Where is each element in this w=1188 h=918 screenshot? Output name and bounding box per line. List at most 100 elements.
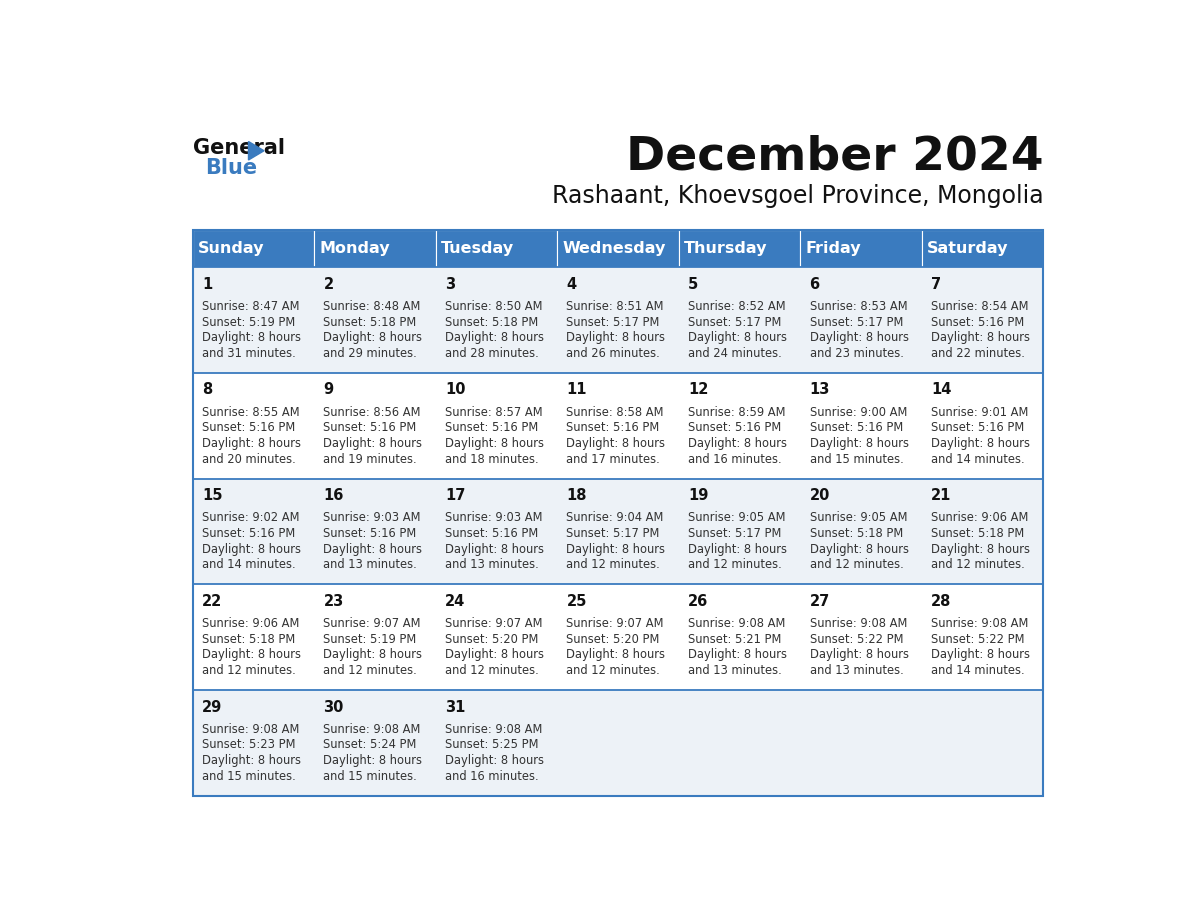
Text: Sunrise: 8:57 AM: Sunrise: 8:57 AM (446, 406, 543, 419)
Text: 10: 10 (446, 382, 466, 397)
Text: General: General (192, 139, 285, 159)
Text: and 22 minutes.: and 22 minutes. (931, 347, 1025, 360)
Text: Sunrise: 9:03 AM: Sunrise: 9:03 AM (323, 511, 421, 524)
Text: 29: 29 (202, 700, 222, 714)
Bar (678, 230, 801, 267)
Text: 4: 4 (567, 276, 576, 292)
Text: and 14 minutes.: and 14 minutes. (931, 664, 1025, 677)
Bar (314, 230, 436, 267)
Text: Sunset: 5:17 PM: Sunset: 5:17 PM (688, 316, 782, 329)
Text: and 12 minutes.: and 12 minutes. (202, 664, 296, 677)
Text: Sunrise: 9:08 AM: Sunrise: 9:08 AM (688, 617, 785, 630)
Text: Sunrise: 9:04 AM: Sunrise: 9:04 AM (567, 511, 664, 524)
Text: 3: 3 (446, 276, 455, 292)
Text: 24: 24 (446, 594, 466, 609)
Text: Sunset: 5:17 PM: Sunset: 5:17 PM (688, 527, 782, 540)
Text: Sunset: 5:24 PM: Sunset: 5:24 PM (323, 738, 417, 752)
Text: and 12 minutes.: and 12 minutes. (809, 558, 903, 571)
Text: Daylight: 8 hours: Daylight: 8 hours (202, 543, 301, 555)
Text: Sunset: 5:16 PM: Sunset: 5:16 PM (323, 527, 417, 540)
Text: Sunset: 5:20 PM: Sunset: 5:20 PM (446, 633, 538, 645)
Text: Sunset: 5:18 PM: Sunset: 5:18 PM (931, 527, 1024, 540)
Text: and 12 minutes.: and 12 minutes. (446, 664, 538, 677)
Text: and 13 minutes.: and 13 minutes. (446, 558, 538, 571)
Text: Sunrise: 9:05 AM: Sunrise: 9:05 AM (688, 511, 785, 524)
Text: and 15 minutes.: and 15 minutes. (323, 770, 417, 783)
Text: 14: 14 (931, 382, 952, 397)
Text: Daylight: 8 hours: Daylight: 8 hours (688, 437, 786, 450)
Text: Daylight: 8 hours: Daylight: 8 hours (323, 543, 423, 555)
Text: 19: 19 (688, 488, 708, 503)
Text: Daylight: 8 hours: Daylight: 8 hours (446, 437, 544, 450)
Text: Daylight: 8 hours: Daylight: 8 hours (931, 648, 1030, 661)
Bar (922, 230, 1043, 267)
Text: Daylight: 8 hours: Daylight: 8 hours (202, 648, 301, 661)
Text: 16: 16 (323, 488, 343, 503)
Text: Daylight: 8 hours: Daylight: 8 hours (202, 437, 301, 450)
Text: Sunrise: 9:08 AM: Sunrise: 9:08 AM (809, 617, 906, 630)
Text: and 28 minutes.: and 28 minutes. (446, 347, 538, 360)
Text: Sunset: 5:25 PM: Sunset: 5:25 PM (446, 738, 538, 752)
Text: Sunset: 5:17 PM: Sunset: 5:17 PM (567, 527, 659, 540)
Bar (436, 230, 557, 267)
Text: Wednesday: Wednesday (562, 241, 665, 256)
Text: and 12 minutes.: and 12 minutes. (931, 558, 1025, 571)
Text: Daylight: 8 hours: Daylight: 8 hours (809, 437, 909, 450)
Text: Sunrise: 9:08 AM: Sunrise: 9:08 AM (931, 617, 1029, 630)
Text: and 18 minutes.: and 18 minutes. (446, 453, 538, 465)
Text: Sunday: Sunday (197, 241, 264, 256)
Text: Daylight: 8 hours: Daylight: 8 hours (931, 543, 1030, 555)
Text: Sunrise: 9:01 AM: Sunrise: 9:01 AM (931, 406, 1029, 419)
Text: Daylight: 8 hours: Daylight: 8 hours (809, 331, 909, 344)
Text: Sunrise: 8:56 AM: Sunrise: 8:56 AM (323, 406, 421, 419)
Text: Sunset: 5:16 PM: Sunset: 5:16 PM (931, 316, 1024, 329)
Text: Daylight: 8 hours: Daylight: 8 hours (567, 437, 665, 450)
Text: Daylight: 8 hours: Daylight: 8 hours (323, 648, 423, 661)
Text: Sunrise: 9:08 AM: Sunrise: 9:08 AM (446, 722, 542, 736)
Text: Daylight: 8 hours: Daylight: 8 hours (446, 331, 544, 344)
Text: Sunrise: 9:03 AM: Sunrise: 9:03 AM (446, 511, 543, 524)
Text: and 23 minutes.: and 23 minutes. (809, 347, 903, 360)
Text: Thursday: Thursday (683, 241, 767, 256)
Text: 5: 5 (688, 276, 699, 292)
Text: Sunrise: 9:07 AM: Sunrise: 9:07 AM (567, 617, 664, 630)
Text: Sunrise: 9:07 AM: Sunrise: 9:07 AM (446, 617, 543, 630)
Bar (192, 478, 1043, 585)
Text: 23: 23 (323, 594, 343, 609)
Text: Daylight: 8 hours: Daylight: 8 hours (567, 648, 665, 661)
Text: Daylight: 8 hours: Daylight: 8 hours (446, 648, 544, 661)
Text: Daylight: 8 hours: Daylight: 8 hours (688, 648, 786, 661)
Text: Sunset: 5:16 PM: Sunset: 5:16 PM (323, 421, 417, 434)
Text: Daylight: 8 hours: Daylight: 8 hours (323, 331, 423, 344)
Text: Sunset: 5:16 PM: Sunset: 5:16 PM (567, 421, 659, 434)
Text: Sunset: 5:22 PM: Sunset: 5:22 PM (809, 633, 903, 645)
Text: Sunrise: 8:50 AM: Sunrise: 8:50 AM (446, 300, 543, 313)
Text: Sunset: 5:16 PM: Sunset: 5:16 PM (446, 527, 538, 540)
Text: 28: 28 (931, 594, 952, 609)
Text: 2: 2 (323, 276, 334, 292)
Text: Sunrise: 8:47 AM: Sunrise: 8:47 AM (202, 300, 299, 313)
Text: Sunrise: 9:08 AM: Sunrise: 9:08 AM (202, 722, 299, 736)
Text: Daylight: 8 hours: Daylight: 8 hours (202, 755, 301, 767)
Text: Sunrise: 8:58 AM: Sunrise: 8:58 AM (567, 406, 664, 419)
Text: Sunset: 5:23 PM: Sunset: 5:23 PM (202, 738, 296, 752)
Text: Sunrise: 8:53 AM: Sunrise: 8:53 AM (809, 300, 908, 313)
Text: and 14 minutes.: and 14 minutes. (202, 558, 296, 571)
Text: and 12 minutes.: and 12 minutes. (323, 664, 417, 677)
Text: Sunset: 5:18 PM: Sunset: 5:18 PM (809, 527, 903, 540)
Text: and 29 minutes.: and 29 minutes. (323, 347, 417, 360)
Text: Sunset: 5:22 PM: Sunset: 5:22 PM (931, 633, 1024, 645)
Text: Blue: Blue (206, 159, 258, 178)
Text: Daylight: 8 hours: Daylight: 8 hours (809, 543, 909, 555)
Text: 17: 17 (446, 488, 466, 503)
Text: Sunset: 5:18 PM: Sunset: 5:18 PM (323, 316, 417, 329)
Text: Sunrise: 9:00 AM: Sunrise: 9:00 AM (809, 406, 906, 419)
Text: Daylight: 8 hours: Daylight: 8 hours (446, 755, 544, 767)
Text: 21: 21 (931, 488, 952, 503)
Text: and 16 minutes.: and 16 minutes. (688, 453, 782, 465)
Text: Sunset: 5:20 PM: Sunset: 5:20 PM (567, 633, 659, 645)
Text: Sunset: 5:21 PM: Sunset: 5:21 PM (688, 633, 782, 645)
Text: Sunset: 5:16 PM: Sunset: 5:16 PM (688, 421, 782, 434)
Text: 13: 13 (809, 382, 830, 397)
Bar (557, 230, 678, 267)
